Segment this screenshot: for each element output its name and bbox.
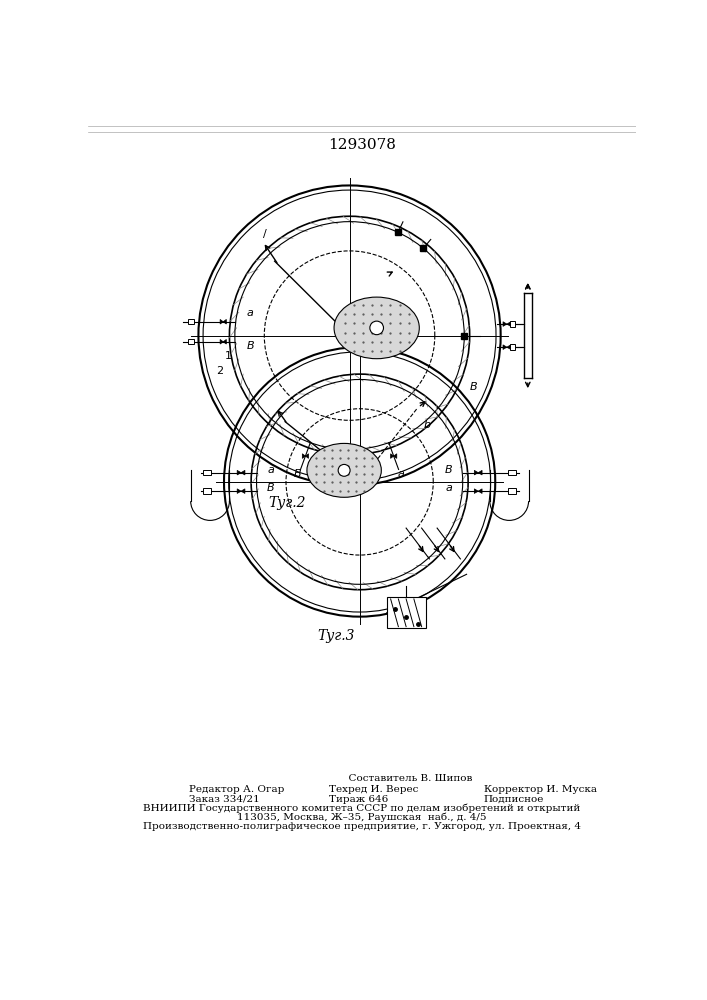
Polygon shape (220, 319, 223, 324)
Polygon shape (241, 489, 245, 493)
Polygon shape (390, 454, 394, 458)
Ellipse shape (334, 297, 419, 359)
Text: Τуг.3: Τуг.3 (317, 629, 355, 643)
Text: B: B (267, 483, 274, 493)
Bar (203, 470, 211, 475)
Bar (510, 321, 515, 327)
Polygon shape (237, 470, 241, 475)
Polygon shape (474, 470, 478, 475)
Polygon shape (237, 489, 241, 493)
Bar (203, 488, 211, 494)
Text: 1293078: 1293078 (328, 138, 396, 152)
Polygon shape (478, 470, 482, 475)
Text: a: a (267, 465, 274, 475)
Text: a: a (445, 483, 452, 493)
Text: B: B (469, 381, 477, 391)
Polygon shape (305, 454, 308, 458)
Bar (508, 470, 516, 475)
Polygon shape (503, 345, 507, 349)
Polygon shape (223, 339, 226, 344)
Polygon shape (303, 454, 305, 458)
Text: a: a (398, 469, 404, 479)
Bar (510, 344, 515, 350)
Polygon shape (223, 319, 226, 324)
Text: Техред И. Верес: Техред И. Верес (329, 785, 418, 794)
Circle shape (370, 321, 383, 335)
Text: Заказ 334/21: Заказ 334/21 (189, 795, 260, 804)
Text: Составитель В. Шипов: Составитель В. Шипов (251, 774, 473, 783)
Circle shape (338, 464, 350, 476)
Polygon shape (507, 345, 510, 349)
Text: B: B (247, 341, 254, 351)
Bar (508, 488, 516, 494)
Text: ВНИИПИ Государственного комитета СССР по делам изобретений и открытий: ВНИИПИ Государственного комитета СССР по… (144, 804, 580, 813)
Polygon shape (220, 339, 223, 344)
Text: 1: 1 (225, 351, 232, 361)
Text: B: B (294, 469, 302, 479)
Text: Редактор А. Огар: Редактор А. Огар (189, 785, 284, 794)
Text: Подписное: Подписное (484, 795, 544, 804)
Polygon shape (507, 322, 510, 326)
Text: B: B (445, 465, 452, 475)
Polygon shape (503, 322, 507, 326)
Text: a: a (247, 308, 254, 318)
Text: 2: 2 (216, 366, 223, 376)
Text: b: b (423, 420, 431, 430)
Bar (187, 339, 194, 344)
Polygon shape (241, 470, 245, 475)
Polygon shape (478, 489, 482, 493)
Text: Производственно-полиграфическое предприятие, г. Ужгород, ул. Проектная, 4: Производственно-полиграфическое предприя… (143, 822, 581, 831)
Text: /: / (264, 229, 267, 239)
Text: Τуг.2: Τуг.2 (269, 496, 306, 510)
Bar (187, 319, 194, 324)
Bar (387, 597, 426, 628)
Ellipse shape (307, 443, 381, 497)
Text: Тираж 646: Тираж 646 (329, 795, 388, 804)
Polygon shape (474, 489, 478, 493)
Text: Корректор И. Муска: Корректор И. Муска (484, 785, 597, 794)
Polygon shape (394, 454, 397, 458)
Text: 113035, Москва, Ж–35, Раушская  наб., д. 4/5: 113035, Москва, Ж–35, Раушская наб., д. … (238, 813, 486, 822)
